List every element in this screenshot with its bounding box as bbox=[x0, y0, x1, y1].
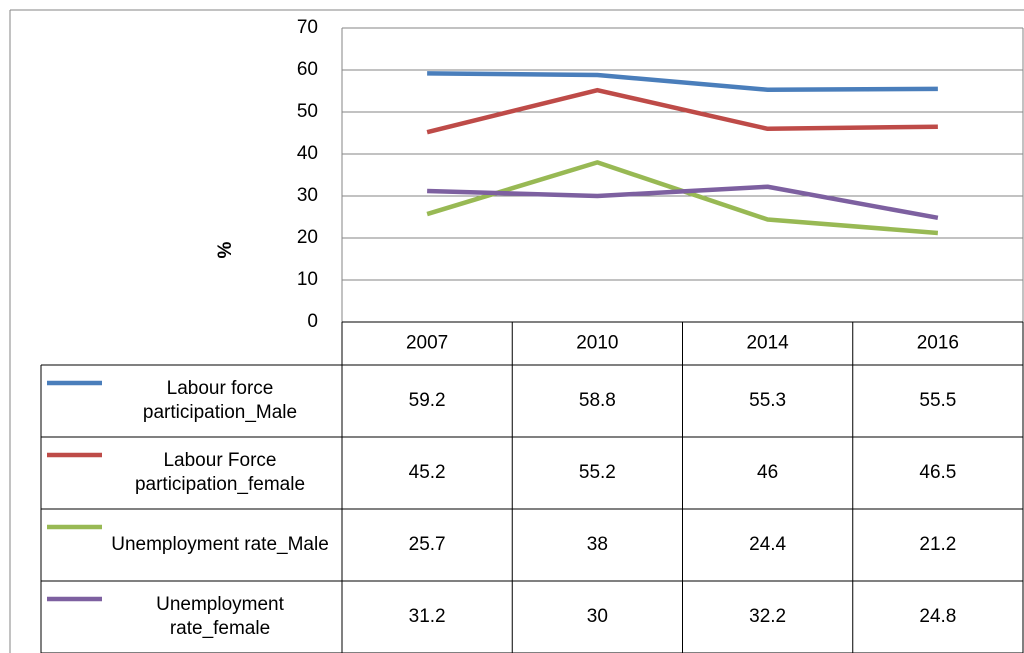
table-value: 58.8 bbox=[579, 390, 616, 411]
x-tick-label: 2007 bbox=[406, 333, 448, 354]
table-value: 55.2 bbox=[579, 462, 616, 483]
table-value: 25.7 bbox=[409, 534, 446, 555]
table-value: 46 bbox=[757, 462, 778, 483]
y-tick-label: 20 bbox=[297, 227, 318, 248]
y-tick-label: 40 bbox=[297, 143, 318, 164]
table-value: 59.2 bbox=[409, 390, 446, 411]
table-value: 21.2 bbox=[919, 534, 956, 555]
table-value: 31.2 bbox=[409, 606, 446, 627]
table-value: 38 bbox=[587, 534, 608, 555]
x-tick-label: 2016 bbox=[917, 333, 959, 354]
table-value: 46.5 bbox=[919, 462, 956, 483]
x-tick-label: 2014 bbox=[746, 333, 789, 354]
table-value: 55.3 bbox=[749, 390, 786, 411]
table-value: 30 bbox=[587, 606, 608, 627]
series-line bbox=[427, 184, 939, 221]
x-tick-label: 2010 bbox=[576, 333, 618, 354]
y-tick-label: 10 bbox=[297, 269, 318, 290]
y-tick-label: 0 bbox=[307, 311, 318, 332]
table-value: 32.2 bbox=[749, 606, 786, 627]
legend-label: Unemployment rate_female bbox=[156, 594, 284, 639]
series-line bbox=[427, 71, 938, 92]
legend-label: Labour force participation_Male bbox=[142, 378, 298, 423]
y-tick-label: 50 bbox=[297, 101, 318, 122]
table-value: 24.8 bbox=[919, 606, 956, 627]
table-value: 24.4 bbox=[749, 534, 786, 555]
y-tick-label: 60 bbox=[297, 59, 318, 80]
table-value: 55.5 bbox=[919, 390, 956, 411]
y-axis-label: % bbox=[215, 241, 236, 258]
legend-label: Labour Force participation_female bbox=[134, 450, 306, 495]
y-tick-label: 70 bbox=[297, 17, 318, 38]
table-value: 45.2 bbox=[409, 462, 446, 483]
series-line bbox=[426, 160, 939, 236]
legend-label: Unemployment rate_Male bbox=[111, 534, 329, 555]
series-line bbox=[426, 87, 938, 135]
y-tick-label: 30 bbox=[297, 185, 318, 206]
